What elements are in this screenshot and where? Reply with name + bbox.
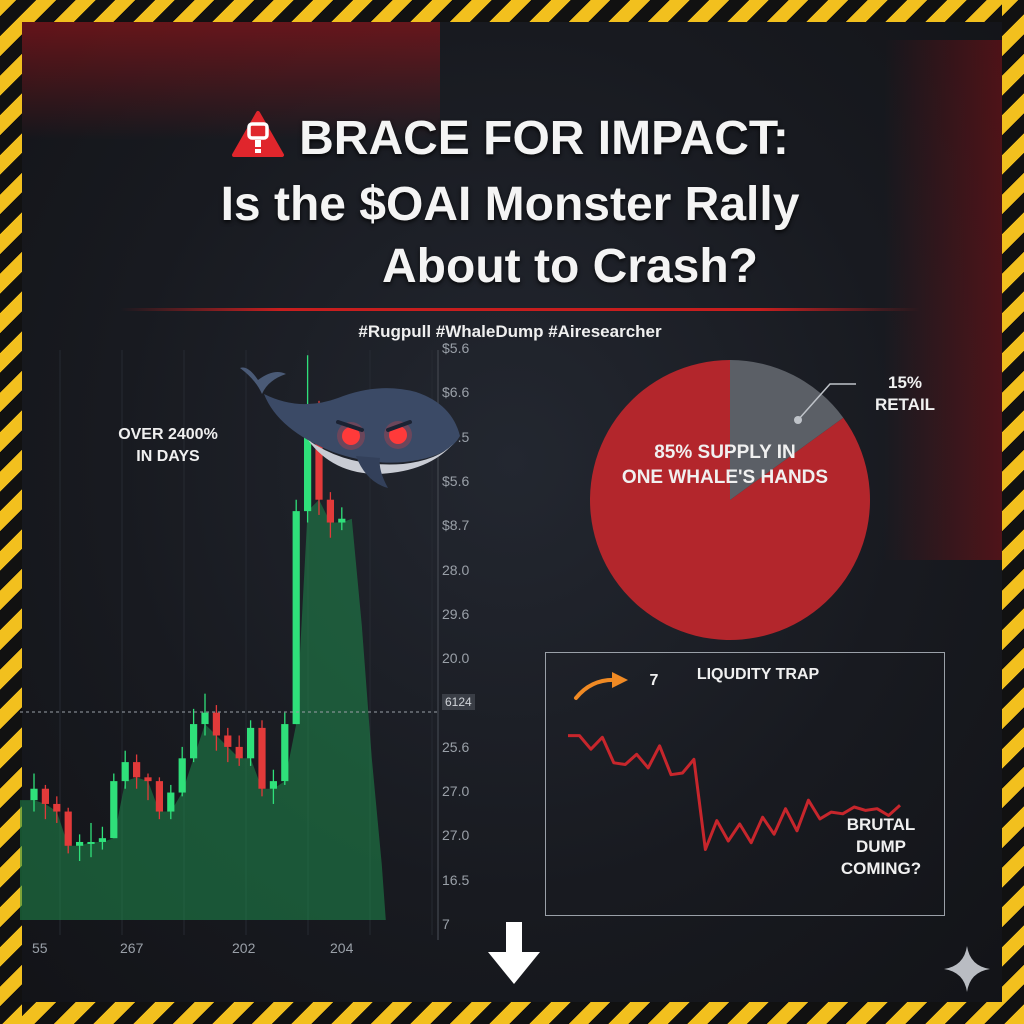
candle-body <box>76 841 84 846</box>
pie-minor-label: 15% RETAIL <box>860 372 950 416</box>
title-text-line-1: BRACE FOR IMPACT: <box>299 112 789 165</box>
down-arrow-icon <box>488 922 540 984</box>
liquidity-trap-title: LIQUDITY TRAP <box>696 666 820 683</box>
hazard-tape-left <box>0 0 22 1024</box>
sparkle-icon <box>944 946 990 992</box>
candle-body <box>87 841 95 844</box>
candle-body <box>281 724 289 782</box>
x-tick-label: 267 <box>120 940 144 956</box>
candle-body <box>338 518 346 523</box>
whale-icon <box>240 367 460 488</box>
price-label: $6.6 <box>442 384 470 401</box>
price-label: 27.0 <box>442 783 470 799</box>
candle-body <box>258 727 266 789</box>
price-area-fill <box>20 499 386 920</box>
candle-body <box>212 712 220 736</box>
red-glow-right <box>884 40 1004 560</box>
price-label: 16.5 <box>442 871 470 888</box>
red-glow-top-left <box>20 20 440 140</box>
candle-body <box>201 712 209 725</box>
trap-marker-label: 7 <box>649 672 659 689</box>
candle-body <box>98 838 106 842</box>
price-label: 27.0 <box>442 827 470 844</box>
x-tick-label: 202 <box>232 940 256 956</box>
candle-body <box>155 781 163 812</box>
pie-major-label-text: 85% SUPPLY IN ONE WHALE'S HANDS <box>621 442 829 488</box>
candle-body <box>64 811 72 846</box>
candle-body <box>30 788 38 801</box>
candle-body <box>53 803 61 812</box>
candles-group <box>30 355 346 861</box>
hashtags: #Rugpull #WhaleDump #Airesearcher <box>358 322 662 341</box>
liquidity-line-chart <box>568 734 901 851</box>
candle-body <box>224 735 232 747</box>
dump-annotation: BRUTAL DUMP COMING? <box>826 814 936 880</box>
x-tick-label: 55 <box>32 940 48 956</box>
pie-slice-retail <box>730 360 844 500</box>
price-label: 7 <box>442 915 450 932</box>
price-line <box>568 734 901 851</box>
pie-major-label: 85% SUPPLY IN ONE WHALE'S HANDS <box>600 440 850 490</box>
candle-body <box>144 777 152 782</box>
candle-body <box>190 724 198 759</box>
x-tick-label: 204 <box>330 940 354 956</box>
orange-arrow-icon <box>574 672 628 700</box>
candle-body <box>167 792 175 812</box>
price-label: $5.6 <box>442 340 470 356</box>
pie-minor-leader <box>794 383 856 424</box>
candle-body <box>247 727 255 759</box>
candle-body <box>110 781 118 839</box>
candle-body <box>292 511 300 725</box>
price-label: 28.0 <box>442 561 470 578</box>
price-label: 20.0 <box>442 650 470 667</box>
price-label: 6124 <box>442 694 475 711</box>
candle-body <box>178 758 186 793</box>
price-label: $5.6 <box>442 472 470 489</box>
candle-body <box>269 781 277 789</box>
price-label: 29.6 <box>442 605 470 622</box>
candle-body <box>304 423 312 512</box>
price-label: $8.7 <box>442 517 470 534</box>
candlestick-chart <box>20 350 440 940</box>
candle-body <box>235 746 243 759</box>
warning-triangle-icon <box>231 110 285 172</box>
candle-body <box>41 788 49 804</box>
hazard-tape-right <box>1002 0 1024 1024</box>
liquidity-trap-panel <box>545 652 945 916</box>
title-line-3: About to Crash? <box>382 240 758 293</box>
pie-chart <box>590 360 870 640</box>
hazard-tape-bottom <box>0 1002 1024 1024</box>
price-axis: $5.6$6.6$5.5$5.6$8.728.029.620.0612425.6… <box>440 340 500 940</box>
rally-annotation-text: OVER 2400% IN DAYS <box>118 426 218 465</box>
pie-minor-label-text: 15% RETAIL <box>874 373 936 414</box>
hazard-tape-top <box>0 0 1024 22</box>
candle-body <box>121 762 129 782</box>
price-label: 25.6 <box>442 738 470 755</box>
candle-body <box>326 499 334 523</box>
title-divider <box>120 308 920 311</box>
dump-annotation-text: BRUTAL DUMP COMING? <box>840 815 922 878</box>
rally-annotation: OVER 2400% IN DAYS <box>98 424 238 468</box>
title-line-2: Is the $OAI Monster Rally <box>220 178 800 231</box>
x-axis: 55 267 202 204 <box>20 938 440 968</box>
candle-body <box>133 762 141 778</box>
title-line-1: BRACE FOR IMPACT: <box>60 110 960 172</box>
candle-body <box>315 423 323 500</box>
